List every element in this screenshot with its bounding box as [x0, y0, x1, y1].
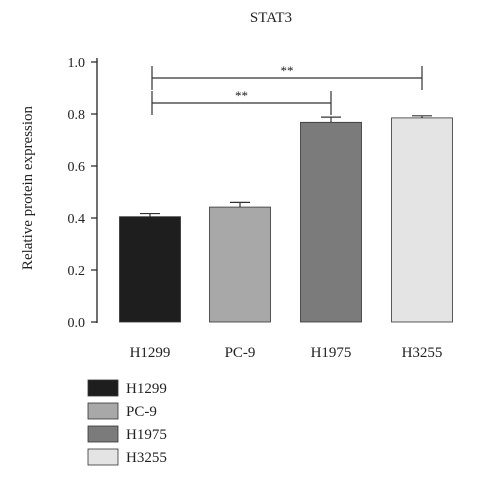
y-tick-label: 0.8 [68, 108, 86, 123]
legend-swatch [87, 448, 119, 466]
legend-label: H3255 [126, 450, 167, 466]
significance-bracket [151, 66, 423, 90]
y-tick-label: 0.0 [68, 316, 86, 331]
bar-h3255 [391, 117, 453, 323]
y-tick-label: 0.4 [68, 212, 86, 227]
legend-label: H1299 [126, 381, 167, 397]
significance-brackets: ** ** [151, 63, 423, 115]
y-axis-label: Relative protein expression [20, 105, 36, 270]
error-bars [140, 115, 432, 217]
legend-label: H1975 [126, 427, 167, 443]
significance-bracket [151, 91, 332, 115]
y-axis-ticks: 0.0 0.2 0.4 0.6 0.8 1.0 [68, 56, 97, 331]
significance-label: ** [281, 63, 294, 78]
bar-pc-9 [209, 206, 271, 323]
x-tick-label: H1299 [130, 345, 171, 361]
x-axis-ticks: H1299 PC-9 H1975 H3255 [130, 345, 443, 361]
legend: H1299 PC-9 H1975 H3255 [87, 379, 167, 466]
legend-label: PC-9 [126, 404, 157, 420]
y-tick-label: 0.2 [68, 264, 86, 279]
chart-title: STAT3 [250, 10, 292, 26]
legend-swatch [87, 425, 119, 443]
legend-swatch [87, 402, 119, 420]
significance-label: ** [235, 88, 248, 103]
bar-h1975 [300, 121, 362, 323]
x-tick-label: H3255 [402, 345, 443, 361]
y-tick-label: 1.0 [68, 56, 86, 71]
x-tick-label: PC-9 [225, 345, 256, 361]
bars [119, 117, 453, 323]
y-tick-label: 0.6 [68, 160, 86, 175]
x-tick-label: H1975 [311, 345, 352, 361]
legend-swatch [87, 379, 119, 397]
bar-h1299 [119, 216, 181, 323]
